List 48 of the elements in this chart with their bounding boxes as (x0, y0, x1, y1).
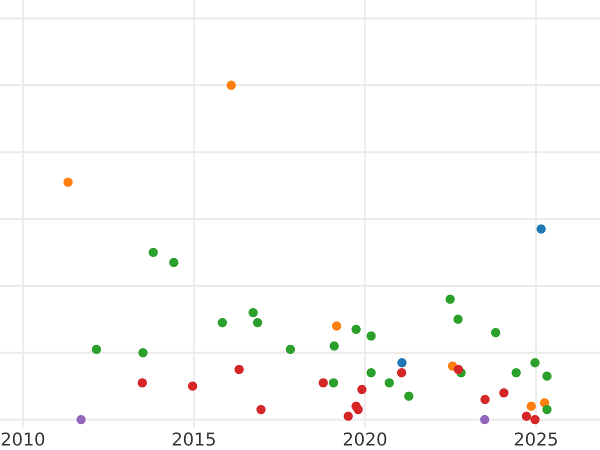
point (454, 364, 463, 374)
point (530, 358, 540, 368)
point (63, 178, 73, 187)
point (188, 382, 198, 391)
point (252, 318, 262, 328)
point (234, 364, 244, 374)
point (499, 388, 508, 398)
point (344, 412, 353, 421)
point (397, 358, 407, 368)
point (542, 372, 552, 381)
point (330, 341, 339, 351)
point (384, 378, 394, 388)
point (318, 378, 328, 388)
x-tick-label: 2010 (2, 432, 44, 446)
point (491, 328, 500, 338)
point (354, 404, 363, 414)
point (332, 321, 342, 331)
x-tick-label: 2020 (344, 432, 386, 446)
point (446, 294, 455, 304)
point (357, 384, 367, 394)
point (536, 224, 546, 234)
point (542, 404, 552, 414)
point (92, 344, 102, 354)
x-tick-label: 2025 (514, 432, 557, 446)
point (530, 414, 540, 424)
x-tick-label: 2015 (172, 432, 215, 446)
point (480, 414, 490, 424)
point (512, 368, 521, 378)
point (226, 80, 236, 90)
point (366, 368, 376, 378)
point (366, 331, 376, 341)
point (286, 344, 296, 354)
point (76, 414, 86, 424)
point (256, 404, 266, 414)
point (248, 308, 258, 318)
point (522, 412, 532, 421)
point (396, 368, 406, 378)
point (453, 314, 463, 324)
point (148, 248, 158, 258)
point (169, 258, 178, 268)
point (138, 348, 148, 358)
point (404, 392, 414, 401)
point (351, 324, 361, 334)
point (480, 394, 490, 404)
point (138, 378, 147, 388)
point (218, 318, 227, 328)
point (526, 402, 536, 411)
point (328, 378, 338, 388)
